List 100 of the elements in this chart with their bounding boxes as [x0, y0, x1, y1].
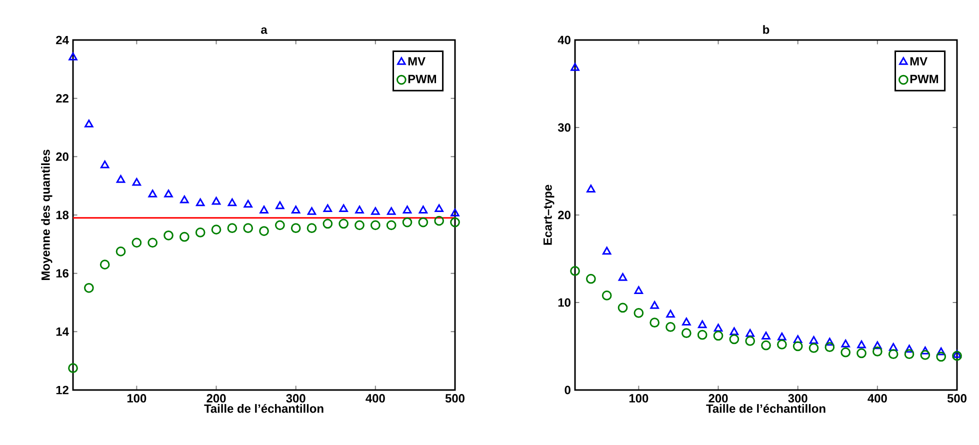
point	[586, 184, 596, 192]
point	[355, 206, 364, 214]
point	[180, 195, 189, 204]
point	[307, 207, 316, 215]
y-tick-label: 30	[558, 123, 570, 132]
point	[418, 217, 428, 228]
point	[276, 201, 284, 210]
point	[132, 178, 142, 186]
point	[920, 350, 930, 360]
point	[570, 63, 580, 71]
point	[618, 273, 628, 281]
y-tick-label: 40	[558, 36, 570, 44]
point	[936, 352, 946, 362]
point	[370, 220, 380, 230]
x-tick-label: 400	[868, 394, 887, 403]
point	[116, 175, 126, 183]
x-tick-label: 200	[708, 394, 728, 403]
point	[244, 200, 252, 208]
point	[306, 223, 317, 234]
point	[697, 330, 708, 340]
point	[761, 340, 771, 350]
point	[570, 266, 580, 276]
point	[196, 198, 205, 206]
point	[260, 206, 268, 214]
point	[634, 308, 644, 318]
y-tick-label: 0	[564, 386, 570, 394]
point	[84, 282, 94, 293]
x-tick-label: 200	[206, 394, 226, 403]
point	[68, 52, 78, 60]
point	[618, 302, 628, 313]
point	[856, 348, 866, 358]
point	[888, 349, 898, 360]
point	[228, 198, 237, 206]
point	[936, 347, 946, 356]
point	[291, 206, 300, 214]
point	[259, 226, 269, 236]
point	[888, 343, 898, 351]
point	[729, 334, 740, 344]
point	[195, 228, 206, 238]
point	[211, 224, 222, 234]
point	[825, 338, 834, 346]
point	[434, 204, 444, 212]
point	[164, 230, 174, 240]
point	[290, 223, 301, 234]
point	[227, 223, 238, 234]
point	[808, 343, 819, 353]
chart-title: a	[261, 27, 268, 34]
point	[792, 341, 803, 352]
point	[952, 350, 962, 358]
x-axis-title: Taille de l’échantillon	[706, 404, 826, 413]
point	[339, 204, 348, 212]
point	[904, 344, 914, 353]
point	[793, 335, 802, 343]
point	[116, 246, 126, 256]
point	[179, 232, 190, 242]
x-tick-label: 400	[366, 394, 385, 403]
point	[857, 340, 866, 348]
point	[778, 332, 786, 340]
point	[666, 310, 675, 318]
point	[650, 318, 660, 328]
point	[434, 216, 444, 226]
point	[132, 238, 142, 248]
legend-label: MV	[408, 57, 426, 66]
point	[952, 350, 962, 361]
point	[402, 206, 412, 214]
point	[746, 329, 754, 337]
point	[920, 346, 930, 354]
point	[602, 246, 612, 255]
point	[809, 336, 818, 344]
y-tick-label: 20	[56, 152, 68, 161]
point	[873, 341, 882, 350]
point	[698, 320, 707, 328]
point	[402, 217, 412, 228]
y-tick-label: 14	[56, 328, 69, 336]
point	[100, 160, 110, 168]
point	[682, 318, 691, 326]
y-tick-label: 16	[56, 269, 69, 278]
y-tick-label: 10	[558, 298, 570, 307]
point	[148, 238, 158, 248]
x-tick-label: 500	[947, 394, 966, 403]
point	[824, 342, 835, 352]
point	[68, 363, 78, 374]
point	[323, 204, 332, 212]
y-axis-title: Ecart–type	[544, 184, 554, 245]
point	[84, 120, 94, 128]
point	[354, 220, 364, 230]
point	[730, 327, 739, 336]
point	[386, 207, 396, 215]
point	[681, 328, 692, 338]
point	[148, 190, 157, 198]
point	[666, 322, 676, 332]
chart-title: b	[763, 25, 770, 34]
x-tick-label: 300	[286, 394, 306, 403]
y-tick-label: 18	[56, 210, 69, 220]
point	[418, 206, 428, 214]
point	[274, 220, 285, 230]
x-tick-label: 300	[788, 394, 808, 403]
point	[745, 336, 756, 346]
point	[450, 217, 460, 228]
point	[371, 207, 380, 215]
